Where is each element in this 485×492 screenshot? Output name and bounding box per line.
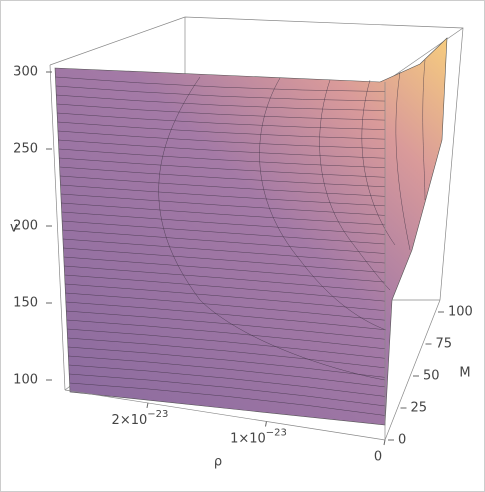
mesh-line	[69, 373, 386, 407]
x-tick-label: 1×10−23	[230, 427, 287, 446]
y-axis-label: v	[10, 221, 18, 236]
x-tick-label: 2×10−23	[112, 409, 169, 428]
z-tick-label: 100	[448, 305, 473, 320]
mesh-line	[64, 283, 386, 311]
mesh-line	[69, 382, 386, 416]
mesh-line	[55, 85, 386, 102]
x-tick	[383, 439, 386, 446]
y-tick-label: 100	[13, 373, 38, 388]
mesh-line	[59, 166, 386, 188]
mesh-line	[68, 364, 386, 397]
mesh-line	[58, 139, 386, 159]
tick-exponent: −23	[147, 409, 168, 420]
mesh-line	[65, 301, 386, 330]
mesh-line	[66, 319, 386, 350]
mesh-line	[56, 94, 386, 111]
tick-exponent: −23	[266, 427, 287, 438]
mesh-line	[55, 76, 386, 92]
mesh-line	[61, 202, 386, 226]
mesh-line	[67, 346, 386, 378]
mesh-line	[62, 220, 386, 245]
z-tick-label: 0	[398, 433, 406, 448]
mesh-line	[56, 103, 386, 121]
mesh-line	[59, 175, 386, 197]
y-tick-label: 300	[13, 65, 38, 80]
tick-mantissa: 1×10	[230, 431, 266, 446]
mesh-line	[62, 229, 386, 254]
x-tick	[146, 402, 149, 409]
mesh-line	[57, 112, 386, 130]
box-front-edges	[64, 82, 441, 441]
x-axis-label: ρ	[214, 455, 222, 470]
mesh-line	[60, 184, 386, 207]
mesh-line	[57, 121, 386, 140]
mesh-line	[65, 292, 386, 321]
x-tick-label: 0	[374, 450, 382, 465]
mesh-line	[64, 265, 386, 292]
tick-mantissa: 2×10	[112, 412, 148, 427]
mesh-line	[68, 355, 386, 388]
z-axis-label: M	[459, 366, 470, 381]
y-tick-label: 150	[13, 296, 38, 311]
surface-mesh	[55, 59, 426, 416]
y-tick-label: 250	[13, 142, 38, 157]
y-tick-label: 200	[13, 219, 38, 234]
mesh-line	[62, 238, 386, 264]
x-tick	[264, 421, 267, 427]
z-tick-label: 50	[423, 369, 440, 384]
mesh-line	[67, 328, 386, 359]
mesh-line	[64, 274, 386, 302]
mesh-line	[67, 337, 386, 369]
mesh-line	[57, 130, 386, 149]
z-tick-label: 25	[411, 401, 428, 416]
mesh-line	[63, 256, 386, 283]
mesh-line	[66, 310, 386, 340]
surface	[54, 37, 448, 426]
mesh-line	[60, 193, 386, 216]
mesh-line	[58, 148, 386, 168]
z-tick-label: 75	[436, 337, 453, 352]
mesh-line	[59, 157, 386, 178]
